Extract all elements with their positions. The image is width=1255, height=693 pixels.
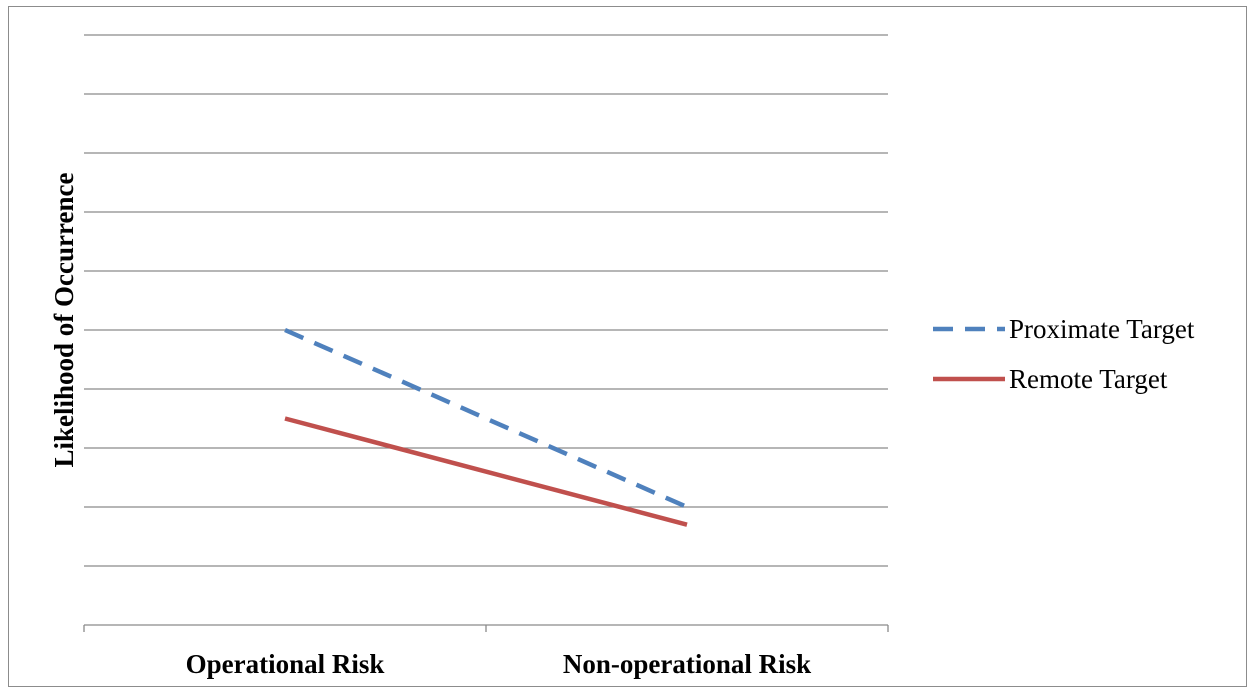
gridlines bbox=[84, 34, 888, 567]
category-labels: Operational Risk Non-operational Risk bbox=[186, 649, 812, 679]
legend-label: Remote Target bbox=[1009, 364, 1168, 394]
legend: Proximate Target Remote Target bbox=[933, 314, 1195, 394]
chart-frame bbox=[8, 6, 1247, 687]
series-line-remote-target bbox=[284, 416, 688, 527]
x-tick-label: Operational Risk bbox=[186, 649, 385, 679]
x-axis-ticks bbox=[83, 625, 889, 632]
series-lines bbox=[284, 327, 688, 527]
y-axis-title: Likelihood of Occurrence bbox=[49, 173, 79, 468]
x-tick-label: Non-operational Risk bbox=[563, 649, 811, 679]
legend-label: Proximate Target bbox=[1009, 314, 1195, 344]
series-line-proximate-target bbox=[284, 327, 688, 510]
